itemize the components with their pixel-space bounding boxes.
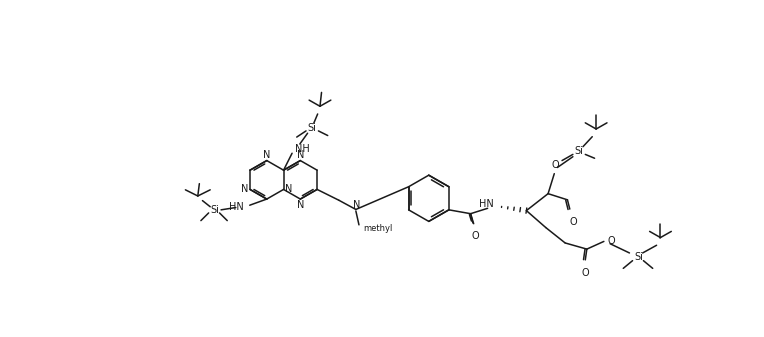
Text: N: N [285, 184, 293, 194]
Text: HN: HN [479, 200, 494, 210]
Text: HN: HN [228, 202, 244, 212]
Text: NH: NH [295, 144, 310, 154]
Text: N: N [241, 184, 248, 194]
Text: O: O [570, 217, 578, 227]
Text: O: O [552, 160, 559, 170]
Text: N: N [263, 150, 270, 160]
Text: O: O [607, 237, 615, 246]
Text: O: O [471, 231, 479, 241]
Text: Si: Si [308, 123, 316, 133]
Text: Si: Si [634, 252, 643, 262]
Text: Si: Si [575, 146, 584, 156]
Text: N: N [296, 200, 304, 210]
Text: O: O [581, 268, 589, 278]
Text: N: N [296, 150, 304, 160]
Text: methyl: methyl [363, 224, 392, 233]
Text: N: N [353, 200, 361, 210]
Text: Si: Si [210, 205, 219, 215]
